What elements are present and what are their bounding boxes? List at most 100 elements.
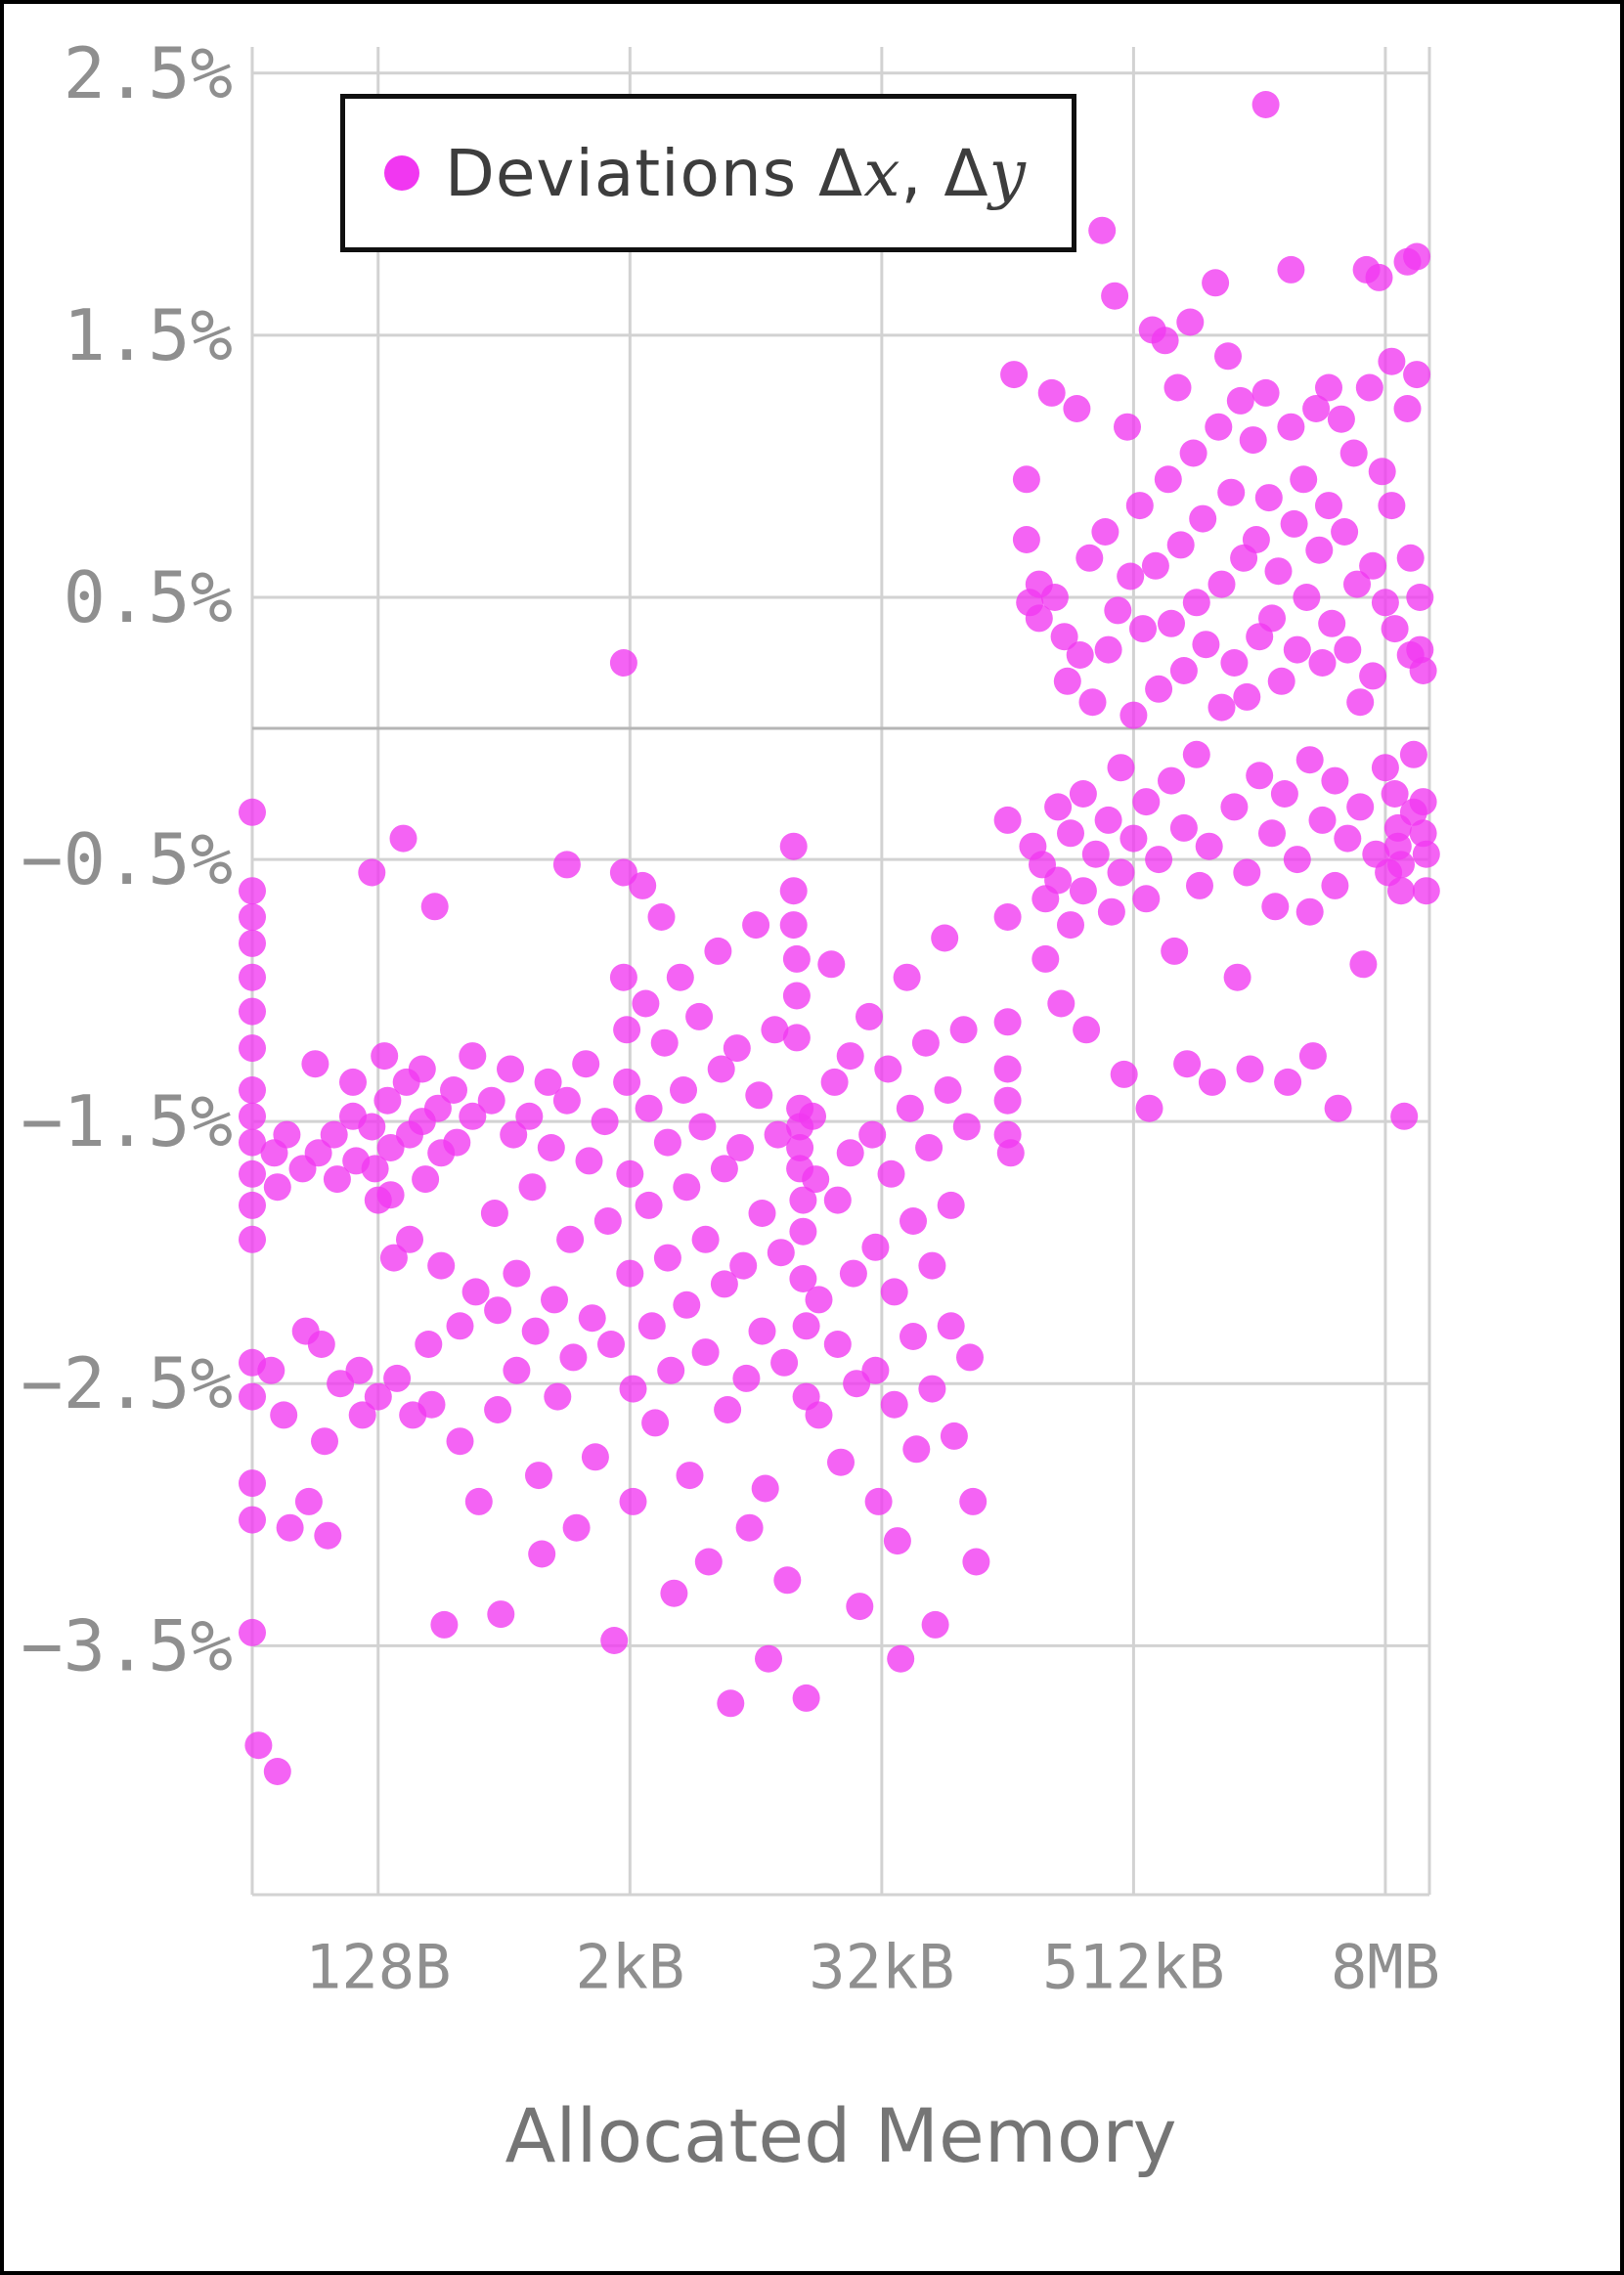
- scatter-point: [263, 1758, 291, 1785]
- scatter-point: [1037, 378, 1066, 407]
- scatter-point: [691, 1338, 720, 1367]
- scatter-point: [556, 1225, 585, 1253]
- scatter-point: [745, 1081, 773, 1110]
- scatter-point: [782, 1024, 811, 1052]
- x-tick-labels: 128B 2kB 32kB 512kB 8MB: [305, 1932, 1440, 2003]
- scatter-point: [673, 1173, 701, 1202]
- scatter-point: [880, 1390, 908, 1419]
- scatter-point: [1251, 91, 1280, 118]
- scatter-point: [389, 824, 417, 853]
- scatter-point: [1368, 458, 1396, 486]
- scatter-point: [1399, 740, 1427, 768]
- scatter-point: [918, 1375, 946, 1403]
- scatter-point: [861, 1233, 890, 1261]
- scatter-point: [1166, 531, 1195, 559]
- scatter-point: [1381, 615, 1409, 643]
- scatter-point: [949, 1016, 978, 1044]
- scatter-point: [1182, 589, 1210, 617]
- scatter-point: [1381, 780, 1409, 808]
- scatter-point: [1220, 649, 1249, 677]
- scatter-point: [500, 1120, 528, 1149]
- legend-label-text: , Δ: [900, 135, 989, 211]
- scatter-point: [691, 1225, 720, 1253]
- scatter-point: [239, 1469, 266, 1498]
- x-tick-label: 32kB: [809, 1932, 954, 2003]
- scatter-point: [1012, 526, 1040, 553]
- scatter-point: [1412, 840, 1440, 868]
- scatter-point: [836, 1042, 864, 1071]
- scatter-point: [1192, 631, 1220, 659]
- scatter-point: [1207, 570, 1236, 598]
- scatter-point: [239, 798, 266, 826]
- scatter-point: [676, 1462, 704, 1490]
- scatter-point: [1283, 846, 1311, 874]
- scatter-point: [1359, 551, 1387, 580]
- scatter-point: [1251, 378, 1280, 407]
- scatter-point: [1161, 937, 1189, 965]
- scatter-point: [294, 1487, 323, 1515]
- scatter-point: [902, 1435, 931, 1464]
- scatter-point: [427, 1251, 456, 1280]
- scatter-point: [276, 1513, 304, 1542]
- scatter-point: [893, 963, 921, 991]
- scatter-point: [940, 1422, 968, 1450]
- scatter-point: [239, 877, 266, 905]
- legend-label-variable: y: [988, 135, 1027, 211]
- scatter-point: [1412, 877, 1440, 905]
- scatter-point: [653, 1244, 681, 1272]
- y-tick-label: 0.5%: [64, 556, 233, 638]
- scatter-point: [1057, 911, 1084, 940]
- legend-marker-dot: [384, 155, 419, 191]
- scatter-point: [562, 1513, 591, 1542]
- scatter-point: [461, 1278, 490, 1306]
- scatter-point: [959, 1487, 988, 1515]
- scatter-point: [714, 1396, 742, 1423]
- scatter-point: [629, 871, 657, 899]
- scatter-point: [1031, 944, 1060, 973]
- scatter-point: [304, 1139, 332, 1167]
- scatter-point: [846, 1593, 874, 1621]
- scatter-point: [839, 1259, 867, 1288]
- scatter-point: [1261, 893, 1290, 921]
- scatter-point: [856, 1002, 883, 1030]
- scatter-point: [827, 1448, 855, 1476]
- legend-label-text: Deviations Δ: [445, 135, 864, 211]
- scatter-point: [420, 893, 449, 921]
- scatter-point: [1189, 504, 1217, 533]
- scatter-point: [417, 1390, 446, 1419]
- scatter-point: [1182, 740, 1210, 768]
- scatter-point: [1119, 824, 1148, 853]
- scatter-point: [464, 1487, 493, 1515]
- scatter-point: [1393, 395, 1422, 422]
- scatter-point: [1409, 788, 1437, 816]
- scatter-point: [1327, 405, 1355, 433]
- scatter-point: [1236, 1055, 1264, 1083]
- scatter-point: [1280, 509, 1308, 538]
- y-tick-label: 1.5%: [64, 294, 233, 376]
- scatter-point: [710, 1270, 738, 1298]
- scatter-point: [616, 1159, 644, 1188]
- scatter-point: [1274, 1068, 1302, 1096]
- scatter-point: [600, 1627, 629, 1654]
- scatter-point: [1073, 1016, 1101, 1044]
- scatter-point: [993, 806, 1022, 834]
- scatter-point: [1101, 282, 1129, 310]
- scatter-point: [779, 832, 808, 860]
- scatter-point: [578, 1304, 606, 1333]
- scatter-point: [934, 1076, 962, 1104]
- scatter-point: [1308, 649, 1337, 677]
- scatter-point: [962, 1548, 990, 1576]
- scatter-point: [1277, 413, 1305, 441]
- scatter-point: [770, 1348, 799, 1377]
- scatter-point: [993, 903, 1022, 931]
- scatter-point: [1365, 263, 1393, 291]
- scatter-point: [789, 1265, 817, 1292]
- scatter-point: [704, 937, 732, 965]
- scatter-point: [487, 1600, 515, 1629]
- scatter-point: [361, 1155, 389, 1183]
- scatter-points-layer: [239, 91, 1440, 1785]
- scatter-point: [552, 1086, 581, 1115]
- scatter-point: [515, 1102, 544, 1130]
- scatter-point: [694, 1548, 723, 1576]
